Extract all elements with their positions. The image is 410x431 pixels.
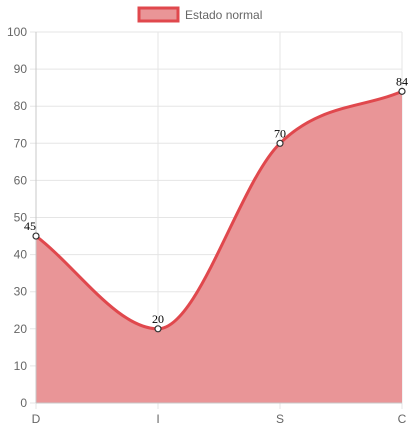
x-tick-label: I — [156, 412, 159, 426]
y-tick-label: 60 — [14, 173, 28, 187]
series-area — [35, 89, 403, 404]
y-tick-label: 10 — [14, 359, 28, 373]
legend-swatch[interactable] — [137, 6, 180, 23]
data-label: 45 — [24, 219, 36, 233]
y-tick-label: 90 — [14, 62, 28, 76]
data-point — [276, 139, 284, 147]
data-label: 70 — [274, 126, 286, 140]
y-tick-label: 50 — [14, 211, 28, 225]
y-tick-label: 100 — [7, 25, 27, 39]
x-tick-label: D — [32, 412, 41, 426]
data-labels: 45 20 70 84 — [24, 74, 408, 325]
axes: 0 10 20 30 40 50 60 70 80 90 100 D I S C — [7, 25, 407, 426]
data-label: 84 — [396, 74, 408, 88]
series-area-fill — [36, 91, 402, 404]
legend-label[interactable]: Estado normal — [185, 8, 262, 22]
y-tick-label: 30 — [14, 285, 28, 299]
x-tick-label: C — [398, 412, 407, 426]
y-tick-label: 40 — [14, 248, 28, 262]
y-tick-label: 20 — [14, 322, 28, 336]
data-label: 20 — [152, 312, 164, 326]
y-tick-label: 70 — [14, 136, 28, 150]
data-point — [32, 232, 40, 240]
legend[interactable]: Estado normal — [137, 6, 262, 23]
y-tick-label: 80 — [14, 99, 28, 113]
data-point — [398, 87, 406, 95]
y-tick-label: 0 — [20, 396, 27, 410]
series-line — [35, 89, 403, 331]
data-point — [154, 325, 162, 333]
x-tick-label: S — [276, 412, 284, 426]
data-points — [32, 87, 406, 333]
